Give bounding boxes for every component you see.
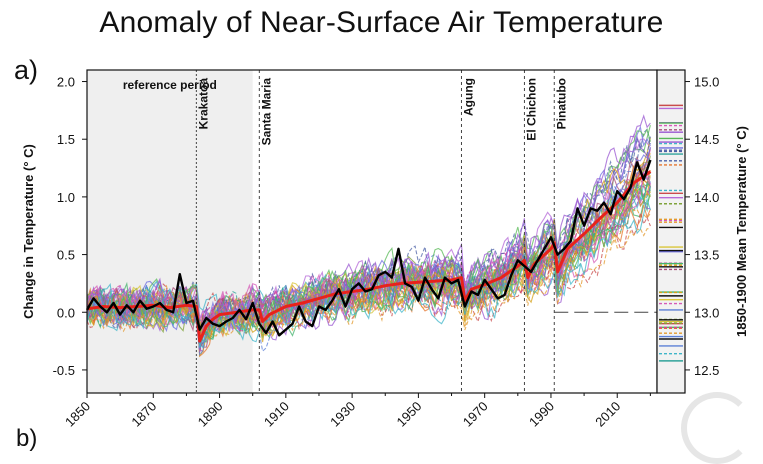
x-tick-label: 1870 [128,399,159,430]
y2-tick-label: 14.5 [694,132,719,147]
chart-title: Anomaly of Near-Surface Air Temperature [99,6,664,39]
reference-period-label: reference period [123,78,217,92]
volcano-label: Santa Maria [259,78,273,146]
y-tick-label: 0.0 [57,305,75,320]
x-tick-label: 1950 [393,399,424,430]
model-run-line [86,227,651,342]
x-tick-label: 2010 [592,399,623,430]
volcano-label: Pinatubo [554,78,568,129]
volcano-label: Krakatoa [196,78,210,130]
y-axis-right: 12.5 13.0 13.5 14.0 14.5 15.0 [685,75,719,378]
observations-line [85,159,652,337]
y2-tick-label: 15.0 [694,75,719,90]
watermark-arc [681,392,753,464]
y-tick-label: -0.5 [53,363,75,378]
y-axis-left: -0.5 0.0 0.5 1.0 1.5 2.0 [53,75,87,378]
model-run-line [86,197,651,348]
y-tick-label: 0.5 [57,248,75,263]
y2-tick-label: 13.0 [694,305,719,320]
y2-tick-label: 12.5 [694,363,719,378]
volcano-label: Agung [461,78,475,116]
x-tick-label: 1910 [261,399,292,430]
volcano-markers: Krakatoa Santa Maria Agung El Chichon Pinatu… [195,70,568,393]
panel-label-a: a) [14,55,39,85]
y2-axis-label: 1850-1900 Mean Temperature (° C) [734,126,749,337]
y2-tick-label: 14.0 [694,190,719,205]
x-axis: 1850 1870 1890 1910 1930 1950 1970 1990 2010 [62,393,651,430]
baseline-strip-marks [659,104,683,362]
x-tick-label: 1990 [526,399,557,430]
y-tick-label: 1.0 [57,190,75,205]
panel-label-b: b) [16,425,38,452]
y-axis-label: Change in Temperature (° C) [21,144,36,319]
temperature-anomaly-chart: reference period Krakatoa Santa Maria Agun… [21,69,749,430]
x-tick-label: 1930 [327,399,358,430]
volcano-label: El Chichon [524,78,538,141]
y-tick-label: 1.5 [57,132,75,147]
baseline-strip [656,69,686,394]
y2-tick-label: 13.5 [694,248,719,263]
series-lines [85,159,652,343]
reference-period-shade [87,70,253,393]
x-tick-label: 1890 [195,399,226,430]
x-tick-label: 1850 [62,399,93,430]
y-tick-label: 2.0 [57,75,75,90]
x-tick-label: 1970 [460,399,491,430]
